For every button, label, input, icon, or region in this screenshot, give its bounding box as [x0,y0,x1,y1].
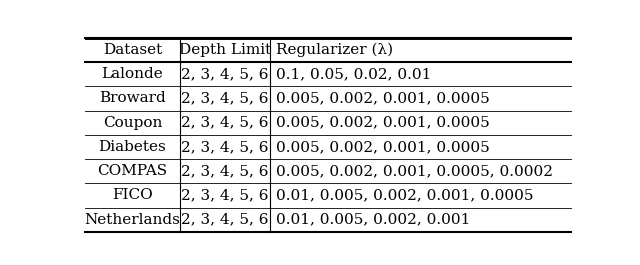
Text: COMPAS: COMPAS [97,164,168,178]
Text: 0.005, 0.002, 0.001, 0.0005: 0.005, 0.002, 0.001, 0.0005 [276,116,490,130]
Text: 2, 3, 4, 5, 6: 2, 3, 4, 5, 6 [181,116,268,130]
Text: 0.01, 0.005, 0.002, 0.001: 0.01, 0.005, 0.002, 0.001 [276,213,470,227]
Text: 0.005, 0.002, 0.001, 0.0005: 0.005, 0.002, 0.001, 0.0005 [276,140,490,154]
Text: Coupon: Coupon [102,116,162,130]
Text: Regularizer (λ): Regularizer (λ) [276,43,393,57]
Text: Broward: Broward [99,91,166,105]
Text: Diabetes: Diabetes [99,140,166,154]
Text: 2, 3, 4, 5, 6: 2, 3, 4, 5, 6 [181,67,268,81]
Text: 2, 3, 4, 5, 6: 2, 3, 4, 5, 6 [181,188,268,202]
Text: 2, 3, 4, 5, 6: 2, 3, 4, 5, 6 [181,213,268,227]
Text: 0.01, 0.005, 0.002, 0.001, 0.0005: 0.01, 0.005, 0.002, 0.001, 0.0005 [276,188,533,202]
Text: Dataset: Dataset [103,43,162,57]
Text: 0.005, 0.002, 0.001, 0.0005: 0.005, 0.002, 0.001, 0.0005 [276,91,490,105]
Text: 2, 3, 4, 5, 6: 2, 3, 4, 5, 6 [181,164,268,178]
Text: Netherlands: Netherlands [84,213,180,227]
Text: 0.005, 0.002, 0.001, 0.0005, 0.0002: 0.005, 0.002, 0.001, 0.0005, 0.0002 [276,164,552,178]
Text: Depth Limit: Depth Limit [179,43,271,57]
Text: 2, 3, 4, 5, 6: 2, 3, 4, 5, 6 [181,140,268,154]
Text: FICO: FICO [112,188,153,202]
Text: 2, 3, 4, 5, 6: 2, 3, 4, 5, 6 [181,91,268,105]
Text: Lalonde: Lalonde [102,67,163,81]
Text: 0.1, 0.05, 0.02, 0.01: 0.1, 0.05, 0.02, 0.01 [276,67,431,81]
